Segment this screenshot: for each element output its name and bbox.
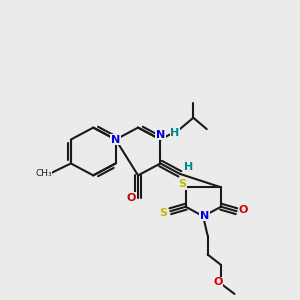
Text: S: S	[160, 208, 168, 218]
Text: S: S	[178, 179, 186, 189]
Text: N: N	[156, 130, 165, 140]
Text: N: N	[200, 211, 209, 221]
Text: H: H	[170, 128, 179, 138]
Text: H: H	[184, 162, 194, 172]
Text: O: O	[213, 277, 223, 287]
Text: N: N	[111, 134, 120, 145]
Text: O: O	[238, 205, 248, 215]
Text: O: O	[127, 193, 136, 203]
Text: CH₃: CH₃	[35, 169, 52, 178]
